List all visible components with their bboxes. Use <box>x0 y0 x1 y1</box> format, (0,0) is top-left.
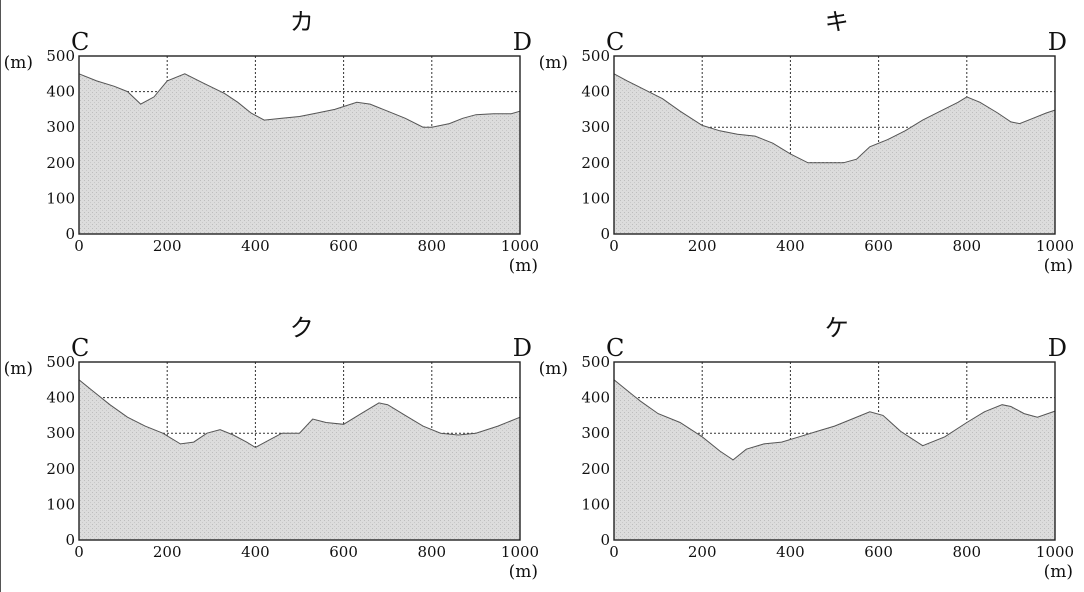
x-tick-label: 0 <box>74 543 84 561</box>
x-tick-label: 800 <box>952 543 981 561</box>
y-tick-label: 300 <box>46 118 75 136</box>
endpoint-c-label: C <box>71 334 89 362</box>
y-tick-label: 300 <box>581 424 610 442</box>
terrain-area <box>614 73 1055 234</box>
y-tick-label: 0 <box>65 225 75 243</box>
x-tick-label: 600 <box>329 543 358 561</box>
y-tick-label: 0 <box>600 531 610 549</box>
panel-title: ク <box>290 314 314 342</box>
x-tick-label: 200 <box>153 237 182 255</box>
plot-frame <box>78 361 521 541</box>
panel-title: ケ <box>825 314 849 342</box>
terrain-profile-line <box>613 379 1056 461</box>
x-tick-label: 200 <box>688 543 717 561</box>
x-axis-unit-label: (m) <box>1044 256 1073 276</box>
endpoint-c-label: C <box>606 28 624 56</box>
x-tick-label: 800 <box>952 237 981 255</box>
endpoint-d-label: D <box>513 334 532 362</box>
x-tick-label: 200 <box>688 237 717 255</box>
y-tick-label: 0 <box>600 225 610 243</box>
y-tick-label: 400 <box>46 389 75 407</box>
terrain-area <box>614 379 1055 540</box>
plot-frame <box>613 55 1056 235</box>
endpoint-c-label: C <box>606 334 624 362</box>
left-edge-line <box>0 0 1 592</box>
terrain-area <box>79 379 520 540</box>
x-tick-label: 1000 <box>1036 237 1074 255</box>
y-tick-label: 200 <box>46 460 75 478</box>
y-tick-label: 400 <box>581 83 610 101</box>
x-tick-label: 800 <box>417 543 446 561</box>
endpoint-c-label: C <box>71 28 89 56</box>
y-tick-label: 500 <box>581 47 610 65</box>
x-tick-label: 0 <box>609 543 619 561</box>
y-tick-label: 500 <box>581 353 610 371</box>
terrain-area <box>79 73 520 234</box>
y-tick-label: 500 <box>46 353 75 371</box>
y-tick-label: 400 <box>581 389 610 407</box>
x-tick-label: 400 <box>776 543 805 561</box>
x-tick-label: 0 <box>609 237 619 255</box>
panel-title: カ <box>290 8 314 36</box>
plot-frame <box>613 361 1056 541</box>
x-axis-unit-label: (m) <box>509 562 538 582</box>
y-tick-label: 0 <box>65 531 75 549</box>
x-tick-label: 600 <box>329 237 358 255</box>
x-tick-label: 600 <box>864 237 893 255</box>
y-tick-label: 100 <box>46 189 75 207</box>
x-axis-unit-label: (m) <box>1044 562 1073 582</box>
x-tick-label: 1000 <box>1036 543 1074 561</box>
x-tick-label: 0 <box>74 237 84 255</box>
x-axis-unit-label: (m) <box>509 256 538 276</box>
y-tick-label: 200 <box>46 154 75 172</box>
terrain-profile-line <box>78 379 521 448</box>
y-tick-label: 100 <box>581 189 610 207</box>
endpoint-d-label: D <box>1048 28 1067 56</box>
endpoint-d-label: D <box>1048 334 1067 362</box>
y-tick-label: 100 <box>46 495 75 513</box>
y-tick-label: 100 <box>581 495 610 513</box>
y-axis-unit-label: (m) <box>4 359 33 379</box>
endpoint-d-label: D <box>513 28 532 56</box>
y-tick-label: 200 <box>581 154 610 172</box>
y-tick-label: 300 <box>581 118 610 136</box>
x-tick-label: 1000 <box>501 543 539 561</box>
y-tick-label: 400 <box>46 83 75 101</box>
x-tick-label: 200 <box>153 543 182 561</box>
x-tick-label: 600 <box>864 543 893 561</box>
y-tick-label: 500 <box>46 47 75 65</box>
terrain-profile-line <box>613 73 1056 164</box>
x-tick-label: 400 <box>241 543 270 561</box>
panel-title: キ <box>825 8 849 36</box>
plot-frame <box>78 55 521 235</box>
y-axis-unit-label: (m) <box>4 53 33 73</box>
y-axis-unit-label: (m) <box>539 359 568 379</box>
y-tick-label: 200 <box>581 460 610 478</box>
y-tick-label: 300 <box>46 424 75 442</box>
terrain-profile-line <box>78 73 521 128</box>
x-tick-label: 400 <box>241 237 270 255</box>
y-axis-unit-label: (m) <box>539 53 568 73</box>
x-tick-label: 800 <box>417 237 446 255</box>
x-tick-label: 1000 <box>501 237 539 255</box>
x-tick-label: 400 <box>776 237 805 255</box>
